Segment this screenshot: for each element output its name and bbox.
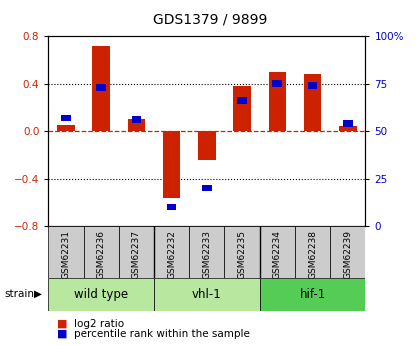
- Text: GSM62235: GSM62235: [238, 230, 247, 279]
- Bar: [96, 84, 106, 91]
- Bar: [343, 120, 353, 127]
- Text: GSM62231: GSM62231: [61, 230, 71, 279]
- Text: ▶: ▶: [34, 289, 42, 299]
- Bar: [198, 131, 215, 159]
- Bar: [154, 278, 260, 310]
- Text: percentile rank within the sample: percentile rank within the sample: [74, 329, 249, 339]
- Bar: [189, 226, 224, 278]
- Bar: [163, 131, 181, 197]
- Bar: [61, 115, 71, 121]
- Text: hif-1: hif-1: [299, 288, 326, 300]
- Bar: [119, 226, 154, 278]
- Bar: [202, 185, 212, 191]
- Bar: [154, 226, 189, 278]
- Text: ■: ■: [57, 319, 67, 328]
- Bar: [268, 72, 286, 131]
- Bar: [339, 126, 357, 131]
- Bar: [260, 278, 365, 310]
- Text: GSM62238: GSM62238: [308, 230, 317, 279]
- Bar: [167, 204, 176, 210]
- Text: strain: strain: [4, 289, 34, 299]
- Text: vhl-1: vhl-1: [192, 288, 222, 300]
- Bar: [92, 46, 110, 131]
- Bar: [131, 117, 141, 123]
- Bar: [224, 226, 260, 278]
- Bar: [260, 226, 295, 278]
- Text: GSM62237: GSM62237: [132, 230, 141, 279]
- Bar: [330, 226, 365, 278]
- Bar: [237, 98, 247, 104]
- Text: GDS1379 / 9899: GDS1379 / 9899: [153, 12, 267, 26]
- Bar: [128, 119, 145, 131]
- Text: GSM62234: GSM62234: [273, 230, 282, 279]
- Bar: [48, 226, 84, 278]
- Text: GSM62233: GSM62233: [202, 230, 211, 279]
- Text: GSM62236: GSM62236: [97, 230, 106, 279]
- Text: ■: ■: [57, 329, 67, 339]
- Bar: [308, 82, 318, 89]
- Text: wild type: wild type: [74, 288, 128, 300]
- Bar: [233, 86, 251, 131]
- Text: GSM62232: GSM62232: [167, 230, 176, 279]
- Bar: [84, 226, 119, 278]
- Bar: [304, 74, 321, 131]
- Bar: [295, 226, 330, 278]
- Text: log2 ratio: log2 ratio: [74, 319, 123, 328]
- Bar: [57, 125, 75, 131]
- Text: GSM62239: GSM62239: [343, 230, 352, 279]
- Bar: [48, 278, 154, 310]
- Bar: [273, 80, 282, 87]
